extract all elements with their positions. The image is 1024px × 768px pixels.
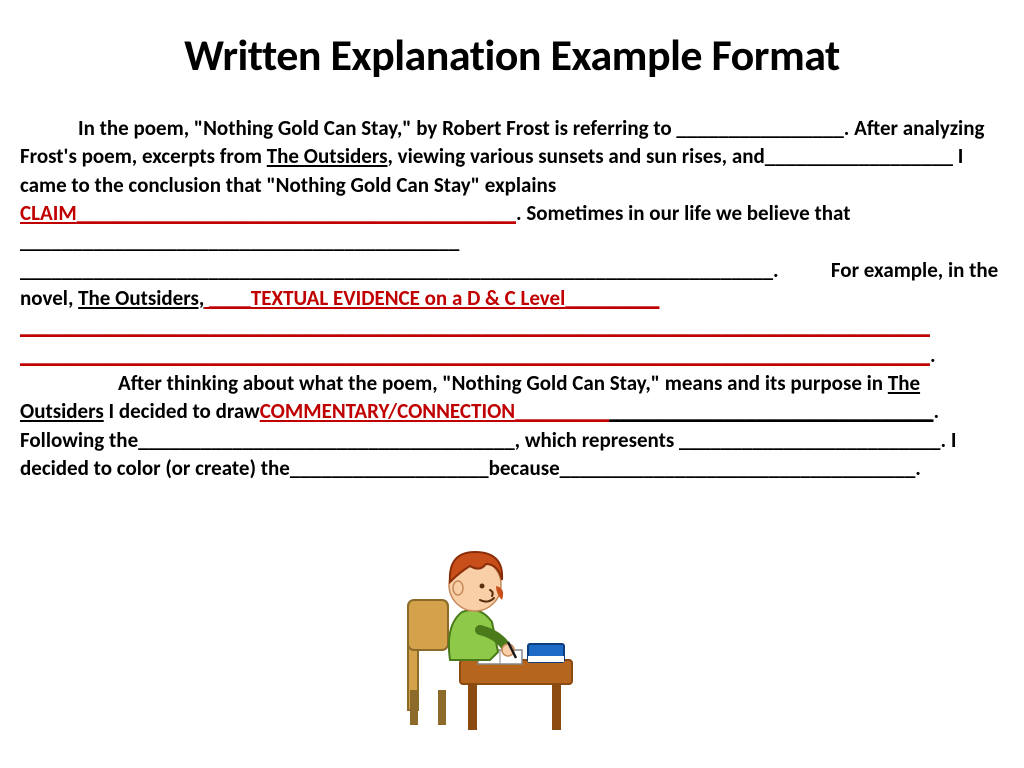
p3-b: I decided to draw xyxy=(104,398,260,424)
claim-label: CLAIM xyxy=(20,200,77,226)
commentary-tail: _________ xyxy=(515,398,609,424)
red-line-2: ________________________________________… xyxy=(20,342,930,368)
dot: . xyxy=(930,342,936,368)
p3-c: . xyxy=(934,398,940,424)
commentary-tail2: _______________________________ xyxy=(609,398,933,424)
page-title: Written Explanation Example Format xyxy=(20,28,1004,82)
outsiders-2: The Outsiders, xyxy=(78,285,204,311)
evidence-tail: _________ xyxy=(565,285,659,311)
evidence-label: TEXTUAL EVIDENCE on a D & C Level xyxy=(251,285,565,311)
body-text: In the poem, "Nothing Gold Can Stay," by… xyxy=(20,114,1004,482)
commentary-label: COMMENTARY/CONNECTION xyxy=(260,398,515,424)
claim-line: ________________________________________… xyxy=(77,200,516,226)
evidence-lead: ____ xyxy=(204,285,251,311)
outsiders-1: The Outsiders xyxy=(267,143,388,169)
p4: Following the___________________________… xyxy=(20,427,956,481)
p3-a: After thinking about what the poem, "Not… xyxy=(118,370,888,396)
for-spacer xyxy=(779,257,831,283)
student-illustration xyxy=(390,530,590,740)
red-line-1: ________________________________________… xyxy=(20,313,930,339)
